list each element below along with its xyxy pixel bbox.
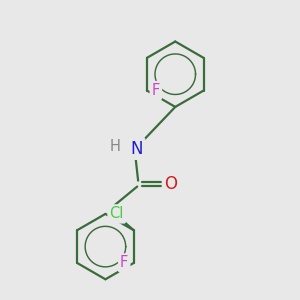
Text: H: H <box>110 139 121 154</box>
Text: Cl: Cl <box>110 206 124 221</box>
Text: F: F <box>120 255 128 270</box>
Text: O: O <box>164 175 177 193</box>
Text: N: N <box>130 140 143 158</box>
Text: F: F <box>152 83 160 98</box>
